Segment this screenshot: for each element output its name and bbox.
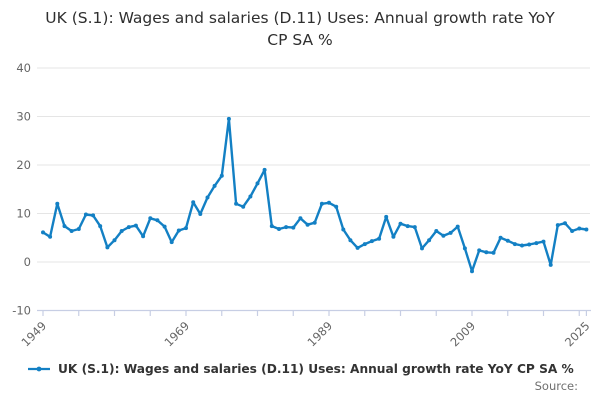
data-point-marker[interactable]: [255, 181, 260, 186]
data-point-marker[interactable]: [577, 226, 582, 231]
data-point-marker[interactable]: [184, 226, 188, 231]
data-point-marker[interactable]: [162, 224, 167, 229]
legend-item[interactable]: UK (S.1): Wages and salaries (D.11) Uses…: [27, 362, 574, 376]
data-point-marker[interactable]: [112, 238, 117, 243]
data-point-marker[interactable]: [284, 225, 289, 230]
data-point-marker[interactable]: [219, 173, 224, 178]
data-point-marker[interactable]: [234, 201, 239, 206]
data-point-marker[interactable]: [226, 116, 231, 121]
data-point-marker[interactable]: [241, 204, 246, 209]
legend-line-icon: [27, 364, 51, 374]
data-point-marker[interactable]: [76, 227, 81, 231]
data-point-marker[interactable]: [520, 243, 524, 248]
data-point-marker[interactable]: [541, 239, 546, 244]
data-point-marker[interactable]: [334, 204, 339, 209]
x-axis-tick-label: 2025: [562, 319, 593, 350]
y-axis-tick-label: 0: [24, 255, 31, 269]
data-point-marker[interactable]: [484, 250, 489, 255]
x-axis-tick-label: 1969: [162, 319, 193, 350]
data-point-marker[interactable]: [91, 213, 96, 218]
chart-title: UK (S.1): Wages and salaries (D.11) Uses…: [45, 9, 555, 49]
data-point-marker[interactable]: [298, 216, 303, 221]
data-point-marker[interactable]: [563, 221, 567, 226]
data-point-marker[interactable]: [470, 269, 474, 274]
data-point-marker[interactable]: [212, 183, 217, 188]
data-point-marker[interactable]: [269, 224, 274, 229]
data-point-marker[interactable]: [405, 224, 410, 229]
data-point-marker[interactable]: [491, 250, 496, 255]
data-point-marker[interactable]: [169, 240, 174, 245]
data-point-marker[interactable]: [319, 201, 324, 206]
data-point-marker[interactable]: [584, 227, 589, 232]
y-axis-tick-label: 30: [16, 110, 31, 124]
y-axis-tick-label: 40: [16, 61, 31, 75]
data-point-marker[interactable]: [126, 225, 131, 230]
data-point-marker[interactable]: [141, 234, 146, 239]
data-point-marker[interactable]: [555, 223, 560, 228]
data-point-marker[interactable]: [341, 227, 346, 232]
data-point-marker[interactable]: [62, 224, 67, 229]
data-point-marker[interactable]: [434, 229, 439, 233]
data-point-marker[interactable]: [48, 234, 53, 239]
data-point-marker[interactable]: [55, 201, 60, 206]
y-axis-tick-label: 20: [16, 158, 31, 172]
data-point-marker[interactable]: [498, 235, 503, 240]
wages-series-line: [41, 117, 588, 273]
data-point-marker[interactable]: [441, 233, 446, 238]
data-point-marker[interactable]: [377, 236, 382, 241]
data-point-marker[interactable]: [362, 242, 367, 247]
source-label: Source:: [534, 379, 578, 393]
data-point-marker[interactable]: [534, 241, 539, 246]
data-point-marker[interactable]: [369, 239, 374, 244]
x-axis-tick-label: 1989: [305, 319, 336, 350]
data-point-marker[interactable]: [455, 224, 460, 229]
data-point-marker[interactable]: [420, 246, 424, 251]
data-point-marker[interactable]: [305, 222, 310, 227]
x-axis-tick-label: 1949: [19, 319, 50, 350]
legend-label: UK (S.1): Wages and salaries (D.11) Uses…: [58, 362, 574, 376]
data-point-marker[interactable]: [384, 214, 389, 219]
data-point-marker[interactable]: [205, 195, 210, 200]
data-point-marker[interactable]: [248, 194, 253, 199]
data-point-marker[interactable]: [391, 234, 396, 239]
data-point-marker[interactable]: [527, 242, 532, 247]
data-point-marker[interactable]: [198, 212, 203, 216]
data-point-marker[interactable]: [291, 225, 296, 230]
data-point-marker[interactable]: [505, 238, 510, 243]
data-point-marker[interactable]: [262, 167, 267, 172]
data-point-marker[interactable]: [69, 229, 74, 233]
data-point-marker[interactable]: [312, 220, 317, 225]
data-point-marker[interactable]: [570, 229, 575, 233]
data-point-marker[interactable]: [462, 246, 467, 251]
data-point-marker[interactable]: [98, 224, 103, 229]
data-point-marker[interactable]: [427, 238, 432, 243]
data-point-marker[interactable]: [176, 228, 181, 233]
data-point-marker[interactable]: [277, 227, 281, 231]
data-point-marker[interactable]: [327, 200, 331, 205]
y-axis-tick-label: -10: [12, 304, 31, 318]
data-point-marker[interactable]: [355, 245, 360, 250]
data-point-marker[interactable]: [133, 223, 138, 228]
data-point-marker[interactable]: [548, 262, 553, 267]
data-point-marker[interactable]: [148, 216, 153, 221]
data-point-marker[interactable]: [477, 248, 482, 253]
data-point-marker[interactable]: [348, 238, 353, 243]
y-axis-tick-label: 10: [16, 207, 31, 221]
data-point-marker[interactable]: [512, 242, 517, 247]
data-point-marker[interactable]: [105, 245, 110, 250]
data-point-marker[interactable]: [412, 225, 417, 230]
data-point-marker[interactable]: [191, 200, 196, 205]
data-point-marker[interactable]: [83, 212, 88, 217]
data-point-marker[interactable]: [41, 230, 45, 235]
x-axis-tick-label: 2009: [448, 319, 479, 350]
data-point-marker[interactable]: [155, 218, 160, 223]
data-point-marker[interactable]: [119, 229, 124, 233]
data-point-marker[interactable]: [448, 230, 453, 235]
data-point-marker[interactable]: [398, 221, 403, 226]
